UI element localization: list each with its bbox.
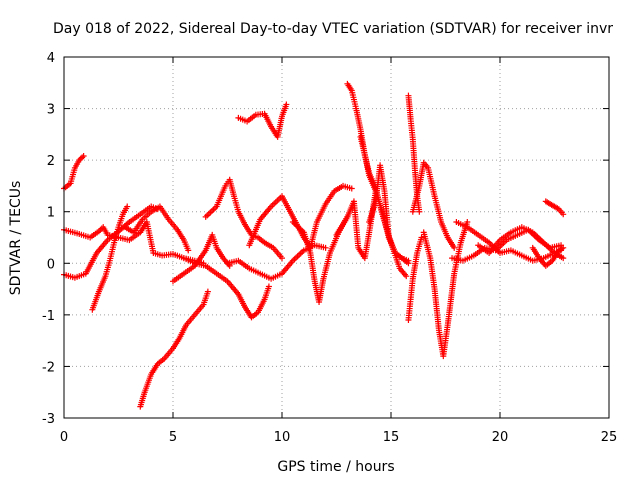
- data-point: [416, 208, 423, 215]
- data-point: [265, 283, 272, 290]
- x-tick-label: 15: [383, 430, 400, 445]
- data-point: [124, 203, 131, 210]
- series-trace-t: [409, 159, 458, 251]
- data-point: [185, 247, 192, 254]
- data-point: [204, 288, 211, 295]
- series-trace-f: [137, 288, 211, 410]
- series-trace-s: [405, 234, 425, 324]
- series-trace-e: [122, 203, 192, 254]
- data-point: [80, 153, 87, 160]
- data-point: [464, 219, 471, 226]
- series-trace-j: [235, 101, 290, 140]
- data-point: [451, 244, 458, 251]
- x-tick-label: 0: [60, 430, 68, 445]
- y-tick-label: -2: [42, 360, 55, 375]
- x-axis-label: GPS time / hours: [277, 459, 394, 475]
- x-tick-label: 25: [601, 430, 618, 445]
- data-points: [61, 80, 567, 410]
- series-trace-i: [202, 176, 285, 262]
- y-tick-label: 2: [47, 154, 55, 169]
- data-point: [560, 211, 567, 218]
- data-point: [403, 273, 410, 280]
- series-trace-y: [529, 244, 567, 269]
- series-trace-q: [366, 162, 412, 264]
- chart-title: Day 018 of 2022, Sidereal Day-to-day VTE…: [53, 21, 613, 37]
- series-trace-h: [180, 255, 272, 321]
- data-point: [405, 257, 412, 264]
- data-point: [560, 255, 567, 262]
- series-trace-g: [170, 231, 233, 285]
- data-point: [279, 255, 285, 262]
- y-tick-label: 1: [47, 206, 55, 221]
- axis-ticks: 0 5 10 15 20 25 -3 -2 -1 0 1 2 3 4: [42, 51, 617, 445]
- x-tick-label: 10: [274, 430, 291, 445]
- data-point: [348, 185, 355, 192]
- y-tick-label: 4: [47, 51, 55, 66]
- data-point: [560, 244, 567, 251]
- series-trace-d: [89, 203, 131, 313]
- y-axis-label: SDTVAR / TECUs: [8, 181, 24, 296]
- data-point: [418, 234, 425, 241]
- x-tick-label: 5: [169, 430, 177, 445]
- x-tick-label: 20: [492, 430, 509, 445]
- y-tick-label: -1: [42, 309, 55, 324]
- data-point: [283, 101, 290, 108]
- series-trace-u: [420, 219, 471, 360]
- y-tick-label: -3: [42, 412, 55, 427]
- series-trace-x: [475, 224, 567, 262]
- series-trace-z: [542, 198, 567, 218]
- y-tick-label: 0: [47, 257, 55, 272]
- data-point: [79, 154, 86, 161]
- series-trace-a: [61, 153, 87, 192]
- y-tick-label: 3: [47, 103, 55, 118]
- plot-frame: [63, 56, 610, 419]
- data-point: [322, 244, 329, 251]
